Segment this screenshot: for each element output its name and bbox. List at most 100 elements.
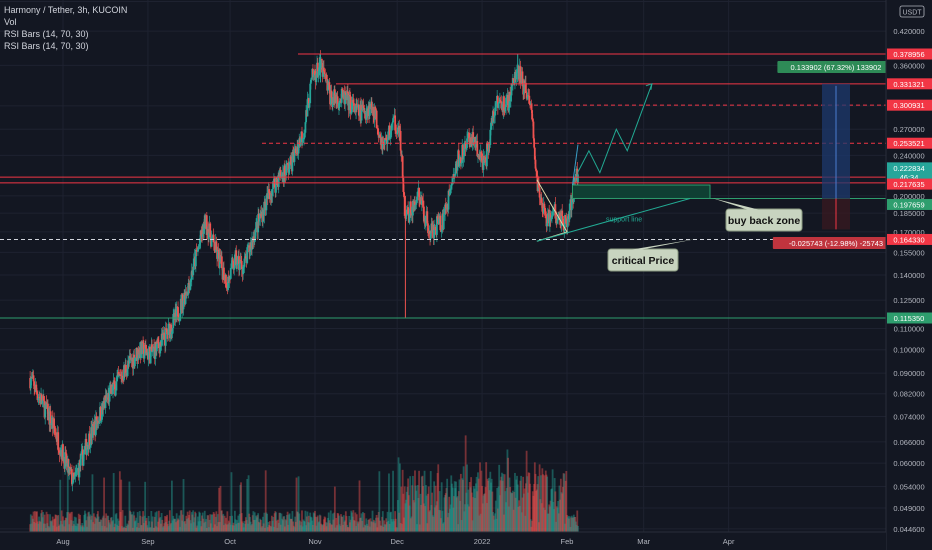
candle-body — [515, 72, 518, 80]
candle-body — [442, 213, 445, 230]
candle-body — [336, 96, 339, 104]
volume-bar — [451, 487, 454, 532]
volume-bar — [117, 525, 120, 532]
indicator-vol[interactable]: Vol — [4, 17, 17, 27]
volume-bar — [422, 503, 425, 532]
candle-body — [365, 111, 368, 120]
time-axis[interactable]: Aug Sep Oct Nov Dec 2022 Feb Mar Apr — [0, 531, 886, 550]
candle-body — [145, 348, 148, 356]
candle-body — [449, 188, 452, 191]
indicator-rsi-bars-1[interactable]: RSI Bars (14, 70, 30) — [4, 29, 89, 39]
candle-body — [73, 476, 76, 479]
volume-bar — [263, 512, 266, 532]
volume-bar — [455, 481, 457, 532]
volume-bar — [56, 515, 59, 532]
volume-bar — [66, 470, 69, 532]
horizontal-levels[interactable] — [0, 53, 886, 319]
volume-bar — [252, 511, 255, 532]
candle-body — [475, 143, 477, 148]
candle-body — [386, 140, 389, 144]
volume-bar — [219, 485, 222, 532]
candle-body — [240, 260, 243, 270]
volume-bar — [373, 521, 376, 532]
candle-body — [68, 467, 71, 474]
volume-bar — [540, 475, 542, 532]
candle-body — [426, 211, 429, 224]
volume-bar — [98, 521, 101, 532]
candle-body — [203, 223, 205, 234]
volume-bar — [462, 466, 465, 532]
volume-bar — [44, 523, 47, 532]
candle-body — [82, 454, 85, 466]
price-axis[interactable]: 0.4200000.3600000.3000000.2700000.240000… — [885, 0, 932, 550]
candle-body — [101, 403, 103, 420]
volume-bar — [144, 520, 147, 532]
volume-bar — [507, 457, 510, 532]
candle-body — [352, 99, 355, 104]
volume-bar — [136, 527, 138, 532]
symbol-title[interactable]: Harmony / Tether, 3h, KUCOIN — [4, 5, 128, 15]
volume-bar — [69, 512, 72, 532]
candle-body — [303, 132, 306, 134]
volume-bar — [524, 515, 527, 532]
volume-bars — [29, 435, 579, 532]
volume-bar — [365, 518, 368, 532]
volume-bar — [396, 527, 399, 532]
volume-bar — [166, 514, 168, 532]
candle-body — [561, 210, 564, 216]
candle-body — [207, 233, 210, 240]
volume-bar — [181, 514, 184, 532]
volume-bar — [244, 523, 247, 532]
volume-bar — [279, 512, 281, 532]
volume-bar — [177, 519, 180, 532]
indicator-rsi-bars-2[interactable]: RSI Bars (14, 70, 30) — [4, 41, 89, 51]
volume-bar — [234, 519, 237, 532]
candle-body — [142, 341, 145, 343]
volume-bar — [180, 510, 183, 532]
volume-bar — [211, 514, 214, 532]
candle-body — [559, 212, 562, 225]
volume-bar — [171, 520, 174, 532]
buy-back-zone-rect — [571, 184, 711, 199]
candle-body — [394, 115, 397, 131]
candle-body — [538, 187, 541, 198]
candle-body — [427, 223, 429, 233]
volume-bar — [305, 525, 307, 532]
volume-bar — [338, 515, 340, 532]
volume-bar — [564, 523, 566, 532]
candle-body — [116, 377, 118, 382]
volume-bar — [295, 477, 298, 532]
volume-bar — [495, 518, 498, 532]
candle-body — [74, 472, 77, 477]
volume-bar — [112, 473, 115, 532]
drawings[interactable]: support line 0.133902 (67.32%) 133902 -0.0… — [536, 61, 900, 272]
buy-back-zone-note-pointer — [712, 198, 761, 210]
volume-bar — [196, 525, 199, 532]
candle-body — [263, 201, 266, 216]
volume-bar — [319, 515, 322, 532]
volume-bar — [351, 516, 354, 532]
candle-body — [312, 74, 315, 77]
candle-body — [44, 404, 47, 418]
volume-bar — [423, 470, 426, 532]
volume-bar — [129, 511, 132, 532]
candle-body — [465, 147, 468, 150]
volume-bar — [40, 510, 43, 532]
volume-bar — [216, 514, 219, 532]
candle-body — [405, 215, 407, 217]
candle-body — [370, 101, 373, 111]
candle-body — [433, 229, 436, 239]
candlesticks — [29, 50, 579, 492]
candle-body — [62, 444, 64, 462]
candle-body — [330, 90, 333, 98]
volume-bar — [138, 511, 141, 532]
volume-bar — [157, 521, 160, 532]
price-tick: 0.082000 — [893, 390, 924, 399]
volume-bar — [142, 511, 145, 532]
measure-down-label-text: -0.025743 (-12.98%) -25743 — [789, 239, 883, 248]
volume-bar — [548, 504, 551, 532]
volume-bar — [223, 515, 226, 532]
volume-bar — [166, 524, 169, 532]
candle-body — [164, 328, 167, 346]
